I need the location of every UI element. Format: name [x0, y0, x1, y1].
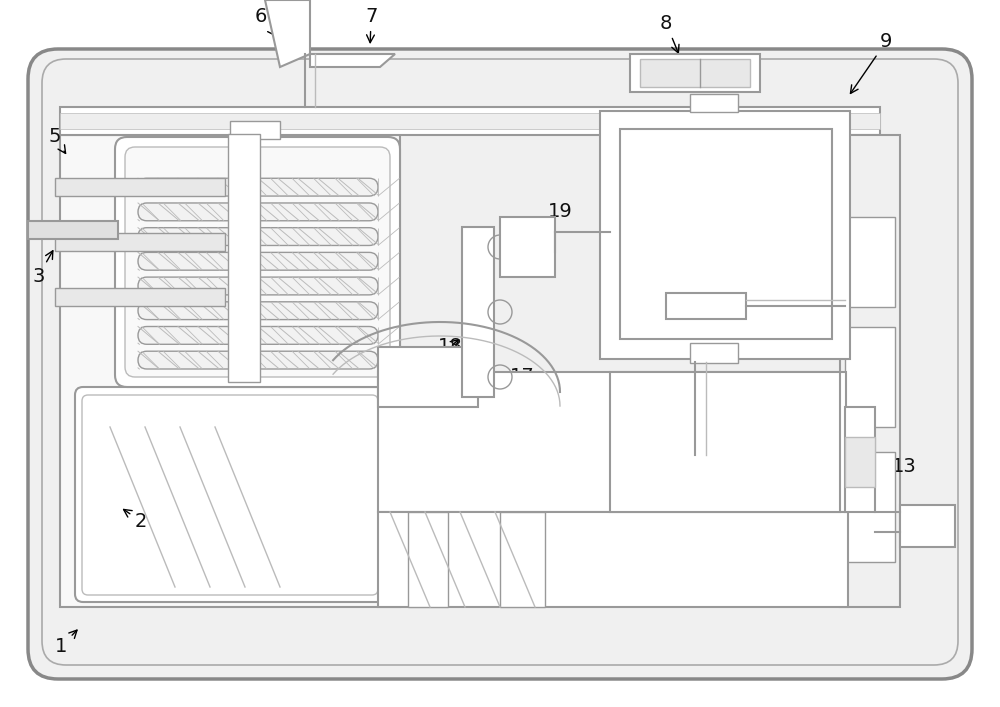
Bar: [845, 437, 875, 487]
Bar: [55, 288, 225, 306]
Bar: [666, 293, 746, 319]
Bar: [900, 505, 955, 547]
Bar: [378, 347, 478, 407]
Text: 3: 3: [32, 251, 53, 286]
Bar: [690, 343, 738, 363]
Text: 16: 16: [514, 537, 555, 556]
Polygon shape: [408, 512, 448, 607]
Text: 19: 19: [533, 202, 573, 239]
FancyBboxPatch shape: [138, 203, 378, 221]
Text: 7: 7: [365, 7, 377, 42]
Text: 13: 13: [879, 457, 917, 477]
FancyBboxPatch shape: [125, 147, 390, 377]
Bar: [620, 129, 832, 339]
Polygon shape: [500, 512, 545, 607]
Bar: [228, 134, 260, 382]
FancyBboxPatch shape: [75, 387, 385, 602]
Polygon shape: [265, 0, 310, 67]
Bar: [610, 372, 840, 512]
Bar: [55, 178, 225, 196]
Bar: [640, 59, 750, 87]
Text: 10: 10: [850, 287, 895, 307]
Bar: [630, 54, 760, 92]
Bar: [60, 135, 400, 607]
Bar: [28, 221, 118, 239]
Text: 9: 9: [850, 32, 892, 93]
FancyBboxPatch shape: [138, 178, 378, 196]
Text: 14: 14: [904, 522, 943, 541]
FancyBboxPatch shape: [115, 137, 400, 387]
Bar: [55, 233, 225, 251]
Text: 17: 17: [484, 367, 535, 388]
Bar: [378, 372, 846, 512]
Text: 15: 15: [564, 382, 615, 401]
Polygon shape: [310, 54, 395, 67]
FancyBboxPatch shape: [138, 327, 378, 344]
Bar: [60, 113, 880, 129]
Bar: [845, 452, 895, 562]
Bar: [462, 227, 494, 397]
FancyBboxPatch shape: [82, 395, 378, 595]
Text: 2: 2: [124, 510, 147, 531]
Text: 11: 11: [718, 318, 783, 351]
Bar: [845, 407, 875, 512]
FancyBboxPatch shape: [138, 351, 378, 369]
Text: 8: 8: [660, 14, 679, 53]
Bar: [500, 217, 555, 277]
Bar: [230, 121, 280, 139]
Bar: [845, 327, 895, 427]
Bar: [378, 512, 848, 607]
FancyBboxPatch shape: [138, 228, 378, 245]
Text: 1: 1: [55, 630, 77, 656]
FancyBboxPatch shape: [28, 49, 972, 679]
Bar: [845, 217, 895, 307]
FancyBboxPatch shape: [138, 302, 378, 320]
Bar: [600, 111, 850, 359]
FancyBboxPatch shape: [138, 277, 378, 295]
Bar: [60, 107, 880, 135]
Text: 18: 18: [438, 337, 463, 356]
Text: 5: 5: [48, 127, 66, 153]
Bar: [840, 135, 900, 607]
Text: 4: 4: [230, 275, 252, 301]
Bar: [690, 94, 738, 112]
Text: 12: 12: [704, 412, 795, 438]
FancyBboxPatch shape: [138, 252, 378, 270]
Text: 6: 6: [255, 7, 275, 35]
